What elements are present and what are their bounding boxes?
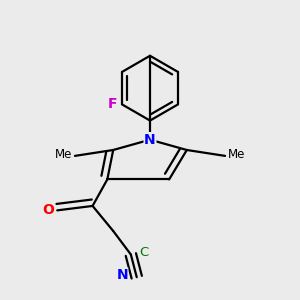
Text: C: C [140,246,149,259]
Text: Me: Me [55,148,73,161]
Text: Me: Me [227,148,245,161]
Text: N: N [144,133,156,147]
Text: F: F [108,98,118,111]
Text: O: O [42,203,54,218]
Text: N: N [116,268,128,282]
